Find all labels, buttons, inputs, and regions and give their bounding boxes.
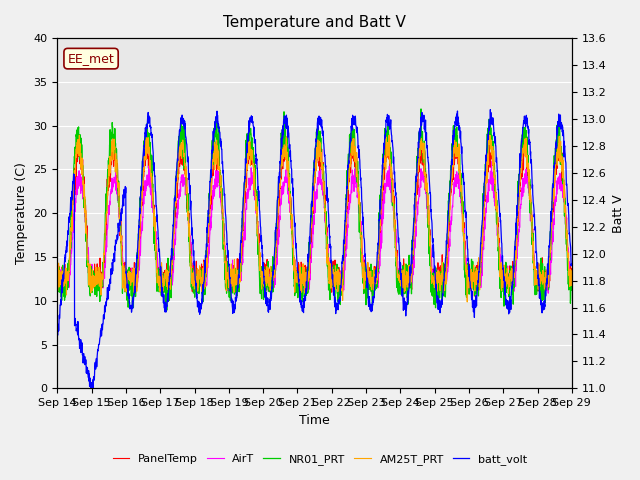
AM25T_PRT bbox=[463, 299, 471, 305]
AM25T_PRT bbox=[568, 279, 576, 285]
NR01_PRT bbox=[417, 106, 425, 112]
NR01_PRT bbox=[330, 284, 337, 289]
PanelTemp bbox=[568, 270, 576, 276]
Y-axis label: Batt V: Batt V bbox=[612, 194, 625, 232]
NR01_PRT bbox=[340, 242, 348, 248]
AirT bbox=[568, 279, 576, 285]
AM25T_PRT bbox=[329, 278, 337, 284]
NR01_PRT bbox=[163, 307, 171, 313]
batt_volt bbox=[197, 306, 205, 312]
batt_volt bbox=[87, 385, 95, 391]
Line: batt_volt: batt_volt bbox=[58, 109, 572, 388]
NR01_PRT bbox=[537, 255, 545, 261]
Title: Temperature and Batt V: Temperature and Batt V bbox=[223, 15, 406, 30]
PanelTemp bbox=[520, 129, 527, 135]
PanelTemp bbox=[340, 254, 348, 260]
AM25T_PRT bbox=[385, 132, 393, 138]
AM25T_PRT bbox=[54, 271, 61, 277]
NR01_PRT bbox=[465, 278, 472, 284]
PanelTemp bbox=[464, 269, 472, 275]
AM25T_PRT bbox=[537, 276, 545, 281]
NR01_PRT bbox=[523, 147, 531, 153]
AirT bbox=[329, 283, 337, 288]
AM25T_PRT bbox=[197, 280, 205, 286]
batt_volt bbox=[54, 325, 61, 331]
AM25T_PRT bbox=[465, 278, 472, 284]
batt_volt bbox=[340, 228, 348, 234]
Line: PanelTemp: PanelTemp bbox=[58, 132, 572, 298]
Text: EE_met: EE_met bbox=[68, 52, 115, 65]
Legend: PanelTemp, AirT, NR01_PRT, AM25T_PRT, batt_volt: PanelTemp, AirT, NR01_PRT, AM25T_PRT, ba… bbox=[108, 450, 532, 469]
X-axis label: Time: Time bbox=[300, 414, 330, 427]
AirT bbox=[488, 159, 495, 165]
PanelTemp bbox=[523, 146, 531, 152]
batt_volt bbox=[486, 107, 494, 112]
AM25T_PRT bbox=[340, 242, 348, 248]
Line: NR01_PRT: NR01_PRT bbox=[58, 109, 572, 310]
batt_volt bbox=[537, 298, 545, 303]
AirT bbox=[464, 288, 472, 293]
AirT bbox=[197, 273, 205, 279]
batt_volt bbox=[523, 120, 531, 125]
AirT bbox=[523, 168, 531, 174]
PanelTemp bbox=[536, 295, 543, 301]
AirT bbox=[340, 275, 348, 281]
NR01_PRT bbox=[197, 267, 205, 273]
AirT bbox=[537, 278, 545, 284]
AirT bbox=[54, 284, 61, 289]
PanelTemp bbox=[197, 268, 205, 274]
PanelTemp bbox=[54, 271, 61, 276]
Line: AirT: AirT bbox=[58, 162, 572, 297]
batt_volt bbox=[330, 286, 337, 291]
batt_volt bbox=[464, 256, 472, 262]
AirT bbox=[539, 294, 547, 300]
PanelTemp bbox=[537, 269, 545, 275]
AM25T_PRT bbox=[523, 164, 531, 170]
batt_volt bbox=[568, 261, 576, 266]
Y-axis label: Temperature (C): Temperature (C) bbox=[15, 162, 28, 264]
NR01_PRT bbox=[568, 277, 576, 283]
Line: AM25T_PRT: AM25T_PRT bbox=[58, 135, 572, 302]
NR01_PRT bbox=[54, 280, 61, 286]
PanelTemp bbox=[329, 258, 337, 264]
